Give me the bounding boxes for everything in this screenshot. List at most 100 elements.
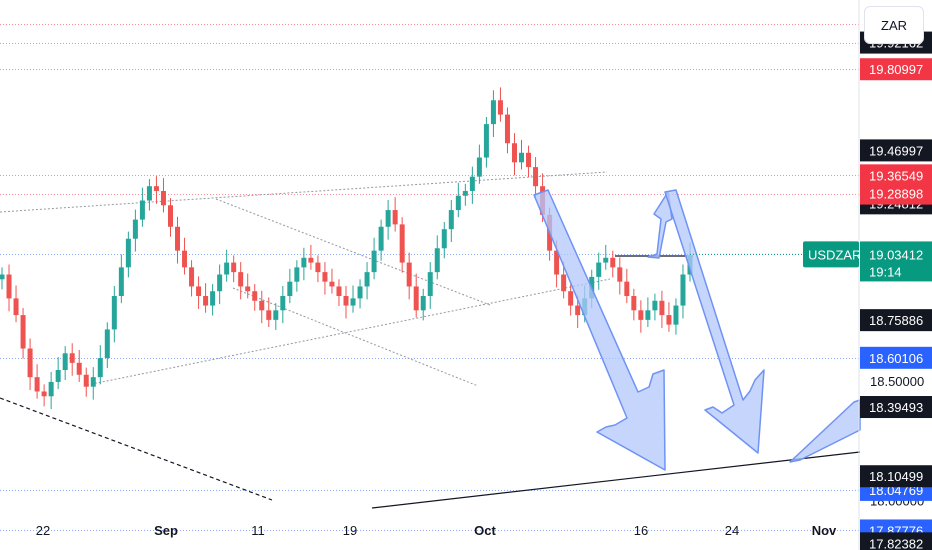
candle-body: [504, 114, 510, 144]
candle: [118, 254, 124, 304]
candle: [62, 346, 68, 381]
candle: [273, 303, 279, 330]
candle-body: [350, 298, 356, 306]
candle-body: [175, 226, 181, 251]
candle: [645, 297, 651, 328]
candle: [610, 250, 616, 278]
candle: [48, 371, 54, 410]
candle: [20, 307, 26, 359]
candle-body: [476, 157, 482, 177]
candle-body: [245, 286, 251, 292]
price-tick-text: 18.50000: [870, 374, 924, 389]
candle-body: [259, 300, 265, 311]
candle: [469, 166, 475, 204]
candle-body: [441, 229, 447, 249]
candle: [146, 179, 152, 211]
price-label-7: 18.75886: [860, 309, 932, 332]
candle-body: [76, 362, 82, 375]
price-label-15: 17.82382: [860, 532, 932, 550]
candle-body: [203, 296, 209, 306]
price-label-2: 19.80997: [860, 58, 932, 81]
candle: [533, 157, 539, 200]
candle: [41, 384, 47, 407]
candle-body: [182, 250, 188, 268]
candle: [448, 200, 454, 243]
candle: [182, 237, 188, 275]
candle: [596, 252, 602, 290]
candle: [90, 367, 96, 400]
candle-body: [0, 274, 5, 280]
candle: [399, 217, 405, 273]
candle-body: [462, 190, 468, 196]
candle-body: [104, 329, 110, 359]
time-tick-1: Sep: [154, 523, 178, 538]
candle-body: [448, 210, 454, 230]
candle-body: [83, 374, 89, 387]
candle-body: [224, 262, 230, 275]
candle-body: [6, 274, 12, 299]
candle-body: [153, 186, 159, 191]
candle-body: [231, 262, 237, 273]
time-tick-3: 19: [343, 523, 357, 538]
candle: [83, 367, 89, 397]
price-label-8: 18.60106: [860, 346, 932, 369]
candle-body: [406, 262, 412, 287]
candle: [364, 262, 370, 300]
candle-body: [97, 358, 103, 378]
candle: [462, 183, 468, 206]
candle-body: [27, 348, 33, 378]
candle: [111, 285, 117, 343]
candle-body: [238, 272, 244, 287]
candle: [153, 176, 159, 204]
candle-body: [497, 100, 503, 115]
candle-body: [118, 267, 124, 296]
candle-body: [55, 370, 61, 382]
candle: [76, 349, 82, 382]
candle-body: [427, 272, 433, 296]
candle: [350, 285, 356, 313]
candle-body: [596, 262, 602, 277]
candle-body: [167, 205, 173, 227]
candle: [680, 264, 686, 319]
candle-body: [266, 310, 272, 320]
candle: [603, 244, 609, 270]
channel-lower-line: [86, 278, 611, 386]
price-label-text: 19.28898: [869, 187, 923, 202]
candle-body: [673, 305, 679, 325]
price-label-text: 18.75886: [869, 313, 923, 328]
horizontal-levels: [0, 24, 859, 531]
time-tick-6: 24: [725, 523, 739, 538]
candle: [659, 290, 665, 328]
candle: [55, 357, 61, 390]
candle: [420, 288, 426, 321]
candle-body: [301, 257, 307, 268]
candle: [294, 260, 300, 292]
candle-body: [217, 274, 223, 292]
price-label-box: [860, 309, 932, 332]
candle: [210, 284, 216, 316]
candle: [357, 279, 363, 309]
candle-body: [575, 305, 581, 316]
price-label-text: 19.46997: [869, 143, 923, 158]
candle: [104, 322, 110, 369]
candle-body: [252, 291, 258, 301]
candle-body: [533, 167, 539, 187]
candle: [252, 284, 258, 311]
candle-body: [568, 291, 574, 306]
candle: [511, 133, 517, 176]
candle-body: [469, 176, 475, 191]
price-label-13: 18.10499: [860, 465, 932, 488]
candle: [224, 249, 230, 282]
candle: [0, 267, 5, 290]
time-axis-labels: 22 Sep 11 19 Oct 16 24 Nov: [36, 523, 837, 538]
candle-body: [146, 186, 152, 201]
candle-body: [273, 310, 279, 320]
candle: [259, 290, 265, 324]
candle: [483, 116, 489, 168]
price-label-box: [860, 164, 932, 187]
candle-body: [90, 377, 96, 387]
down-arrow-2: [664, 189, 765, 454]
candle-body: [364, 272, 370, 287]
currency-button[interactable]: ZAR: [864, 6, 924, 44]
